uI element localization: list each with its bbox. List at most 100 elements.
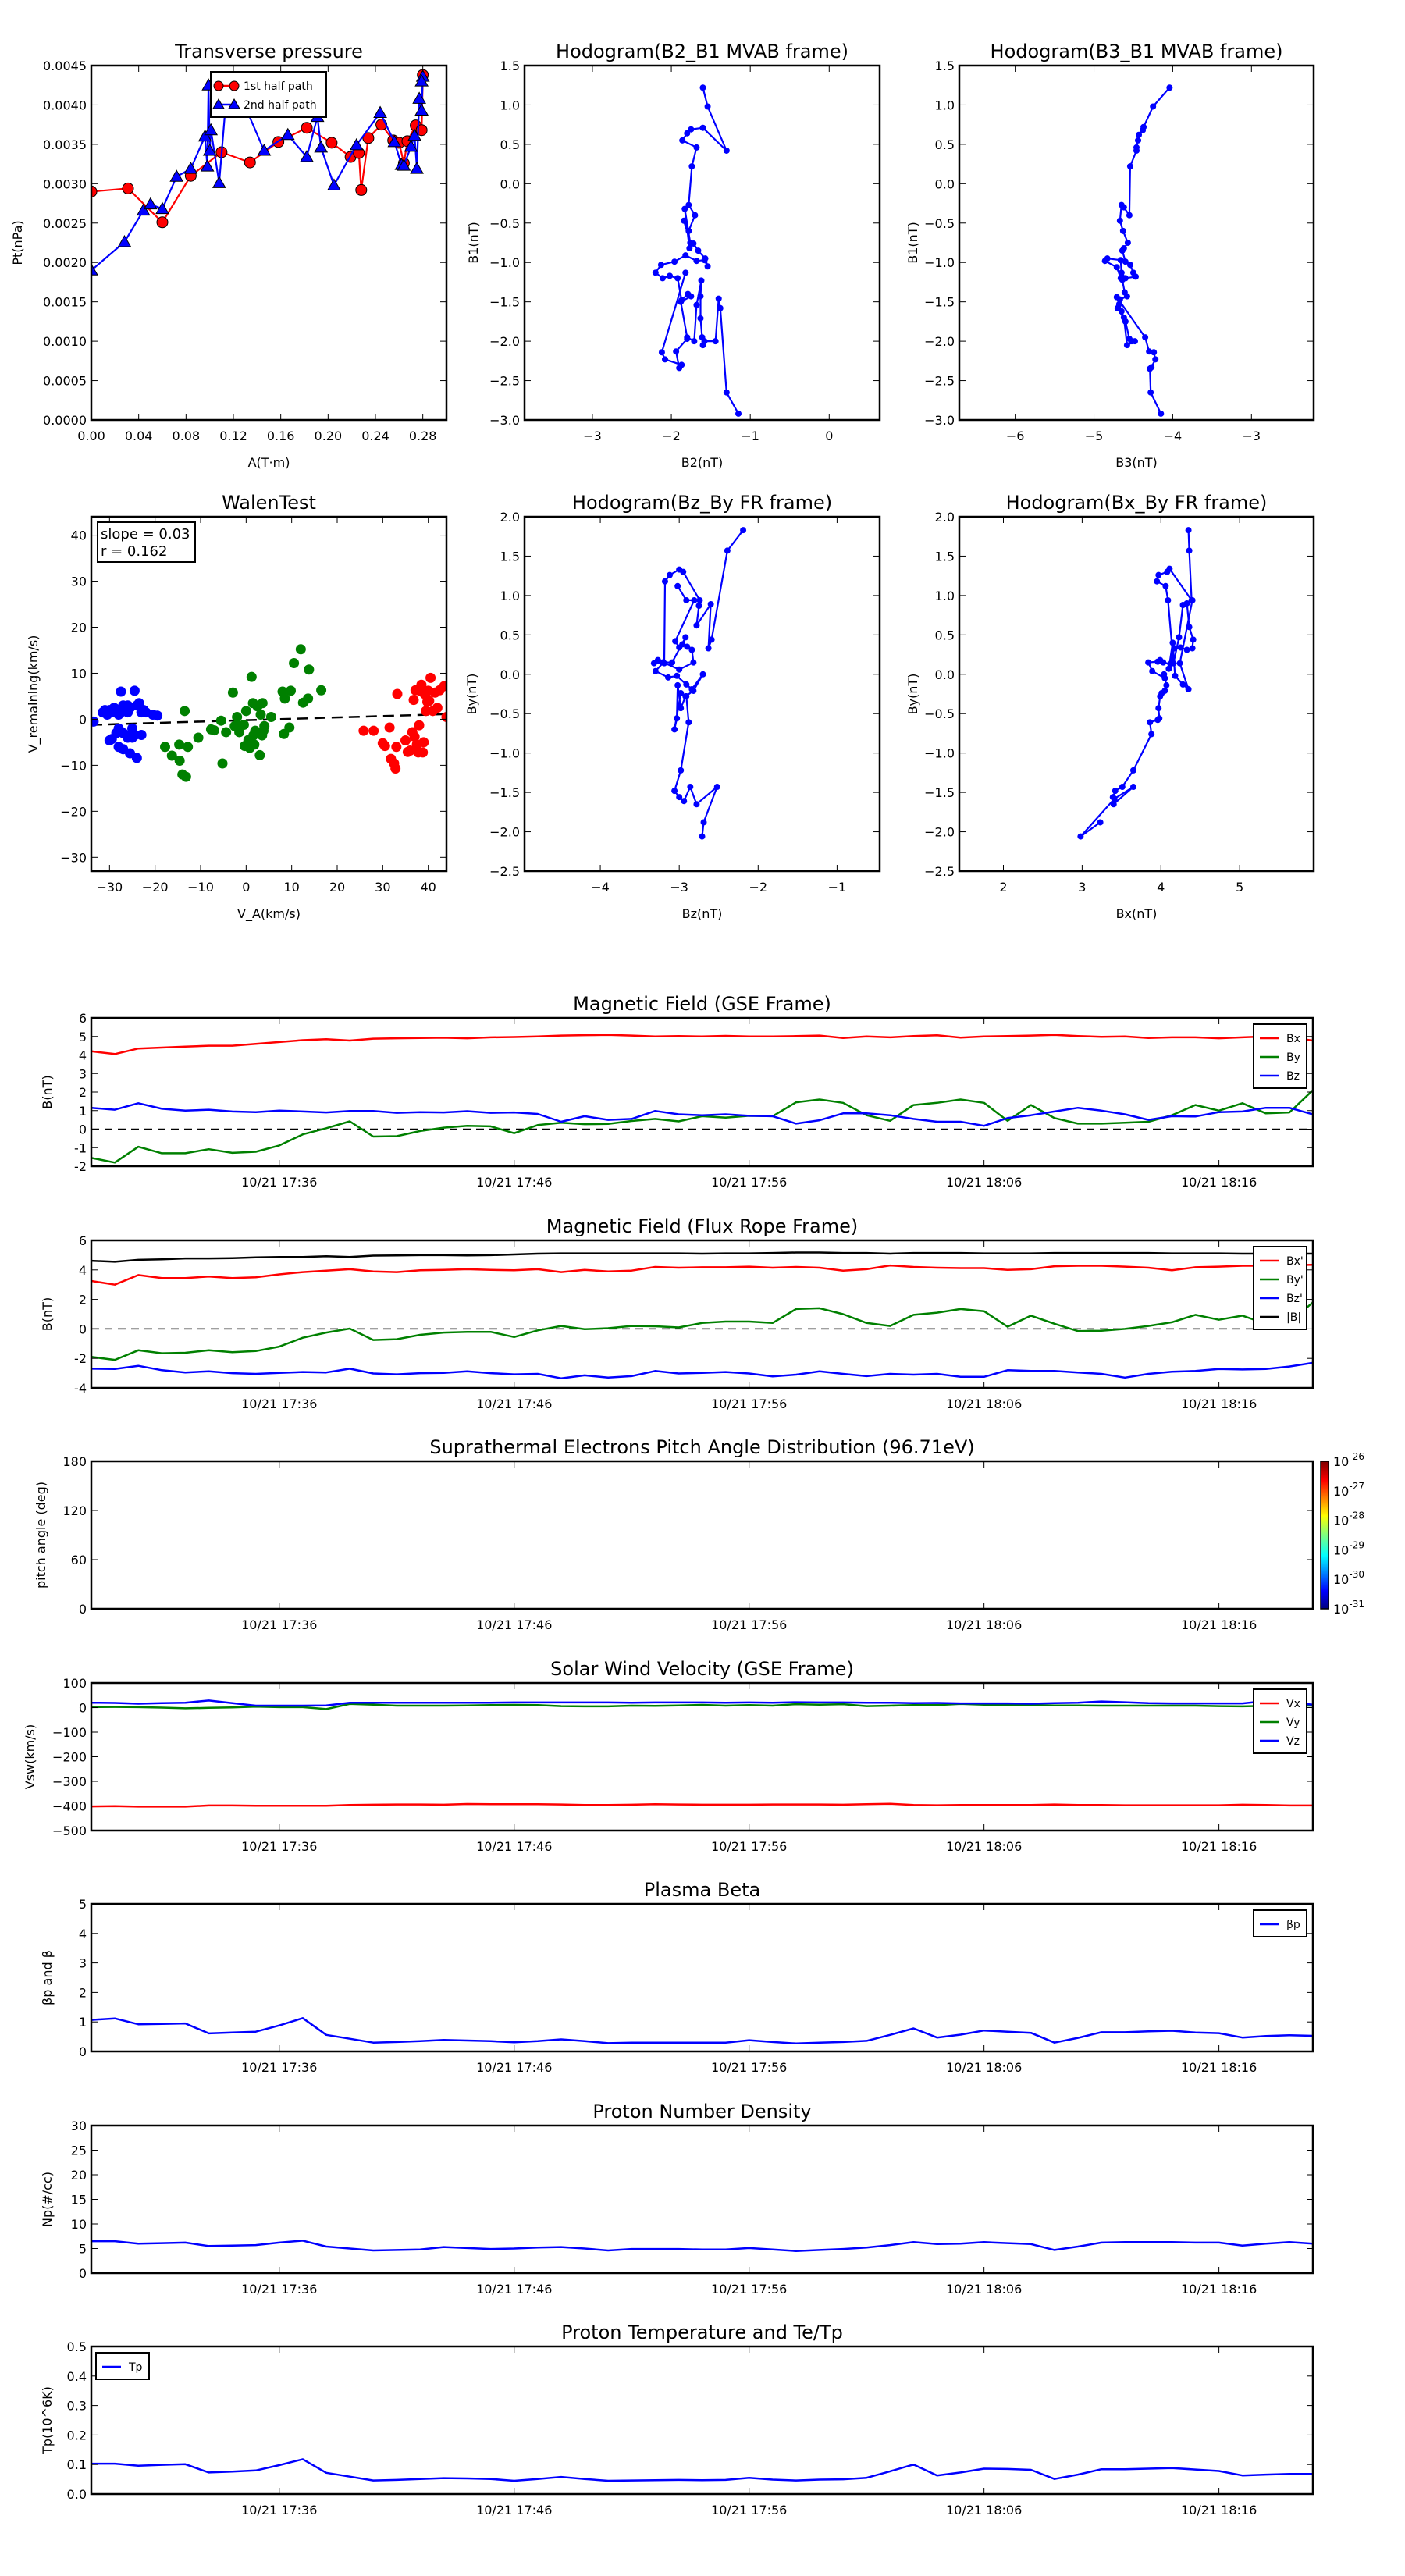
data-point — [681, 217, 688, 224]
scatter-point — [424, 696, 435, 706]
x-tick-label: 10/21 17:36 — [241, 2060, 317, 2075]
scatter-point — [304, 664, 315, 675]
data-point — [684, 130, 691, 137]
data-point — [1129, 767, 1136, 774]
data-point — [414, 103, 429, 116]
data-point — [1185, 527, 1192, 534]
y-tick-label: 1.0 — [935, 98, 955, 112]
y-tick-label: -4 — [74, 1381, 87, 1396]
colorbar-tick-label: 10-27 — [1333, 1481, 1364, 1499]
data-point — [1118, 269, 1125, 276]
data-point — [1162, 582, 1169, 589]
x-tick-label: 0.08 — [173, 429, 201, 443]
scatter-point — [404, 745, 415, 756]
x-tick-label: −5 — [1085, 429, 1104, 443]
scatter-point — [91, 716, 99, 727]
y-tick-label: 1.5 — [500, 549, 520, 564]
colorbar-tick-label: 10-30 — [1333, 1569, 1364, 1587]
x-tick-label: 10/21 17:36 — [241, 1175, 317, 1190]
scatter-point — [439, 681, 446, 692]
series-Bx-By-extra — [1165, 596, 1196, 692]
colorbar-tick-label: 10-31 — [1333, 1599, 1364, 1617]
y-tick-label: 25 — [71, 2144, 87, 2158]
plot-frame — [523, 64, 881, 422]
plot-frame — [90, 1902, 1314, 2053]
data-point — [1150, 103, 1157, 110]
scatter-point — [391, 742, 402, 753]
x-tick-label: 10/21 18:16 — [1181, 1617, 1257, 1632]
data-point — [1101, 258, 1108, 265]
series-Bz — [91, 1102, 1313, 1127]
y-tick-label: 0.5 — [935, 628, 955, 642]
scatter-point — [259, 720, 270, 731]
data-point — [1126, 212, 1133, 219]
legend-label: Vy — [1286, 1717, 1300, 1729]
scatter-point — [384, 722, 395, 733]
plot-frame — [90, 515, 448, 873]
scatter-point — [160, 742, 170, 753]
chart-title: Magnetic Field (Flux Rope Frame) — [546, 1215, 858, 1237]
y-tick-label: −400 — [52, 1799, 87, 1814]
y-tick-label: 0 — [79, 1701, 87, 1716]
data-point — [708, 636, 715, 643]
data-point — [1161, 671, 1168, 678]
data-point — [683, 596, 690, 603]
x-tick-label: 3 — [1078, 880, 1086, 895]
scatter-point — [316, 685, 327, 696]
data-point — [683, 693, 690, 700]
x-tick-label: 10/21 18:06 — [946, 2503, 1022, 2517]
data-point — [723, 389, 730, 396]
series-line — [91, 2017, 1313, 2045]
y-axis-label: B1(nT) — [466, 222, 481, 264]
x-tick-label: 40 — [420, 880, 436, 895]
chart-title: Solar Wind Velocity (GSE Frame) — [550, 1658, 854, 1680]
y-tick-label: 0.2 — [67, 2428, 87, 2443]
data-point — [1077, 833, 1084, 840]
x-axis-label: B2(nT) — [681, 455, 724, 470]
scatter-point — [217, 758, 228, 769]
colorbar-tick-label: 10-29 — [1333, 1539, 1364, 1557]
data-point — [1119, 784, 1126, 791]
y-axis-label: By(nT) — [905, 674, 920, 715]
y-tick-label: -2 — [74, 1351, 87, 1366]
data-point — [327, 178, 341, 190]
data-point — [314, 140, 329, 153]
data-point — [1172, 672, 1179, 679]
data-point — [671, 788, 678, 795]
data-point — [671, 726, 678, 733]
y-tick-label: 1.5 — [500, 59, 520, 73]
data-point — [693, 258, 700, 265]
chart-title: WalenTest — [222, 492, 316, 514]
y-tick-label: 5 — [79, 1897, 87, 1912]
data-point — [1154, 717, 1161, 724]
data-point — [701, 257, 708, 264]
y-tick-label: 20 — [71, 2168, 87, 2183]
pitch-angle-chart: Suprathermal Electrons Pitch Angle Distr… — [34, 1436, 1364, 1632]
scatter-point — [249, 739, 260, 750]
scatter-point — [129, 685, 140, 696]
x-tick-label: 10/21 17:46 — [476, 1397, 552, 1411]
scatter-point — [246, 671, 257, 682]
data-point — [257, 143, 272, 156]
x-tick-label: 10/21 17:36 — [241, 2503, 317, 2517]
data-point — [676, 644, 683, 651]
y-tick-label: 1.5 — [935, 549, 955, 564]
data-point — [1176, 634, 1183, 641]
transverse-pressure-chart: Transverse pressure 0.0000 0.0005 0.0010 0.0… — [10, 41, 448, 470]
data-point — [667, 571, 674, 578]
annotation-box — [97, 521, 196, 563]
data-point — [325, 137, 338, 149]
y-tick-label: 0 — [79, 2044, 87, 2059]
y-axis-label: Pt(nPa) — [10, 220, 25, 265]
x-tick-label: 10/21 17:56 — [711, 2282, 787, 2297]
data-point — [1135, 137, 1142, 144]
series-line — [1080, 530, 1194, 838]
data-point — [212, 176, 226, 188]
x-tick-label: 10/21 17:56 — [711, 1839, 787, 1854]
x-tick-label: 10/21 17:46 — [476, 2282, 552, 2297]
data-point — [1116, 217, 1123, 224]
data-point — [397, 158, 411, 171]
data-point — [674, 672, 681, 679]
scatter-point — [418, 737, 429, 748]
x-tick-label: 10/21 17:36 — [241, 1839, 317, 1854]
